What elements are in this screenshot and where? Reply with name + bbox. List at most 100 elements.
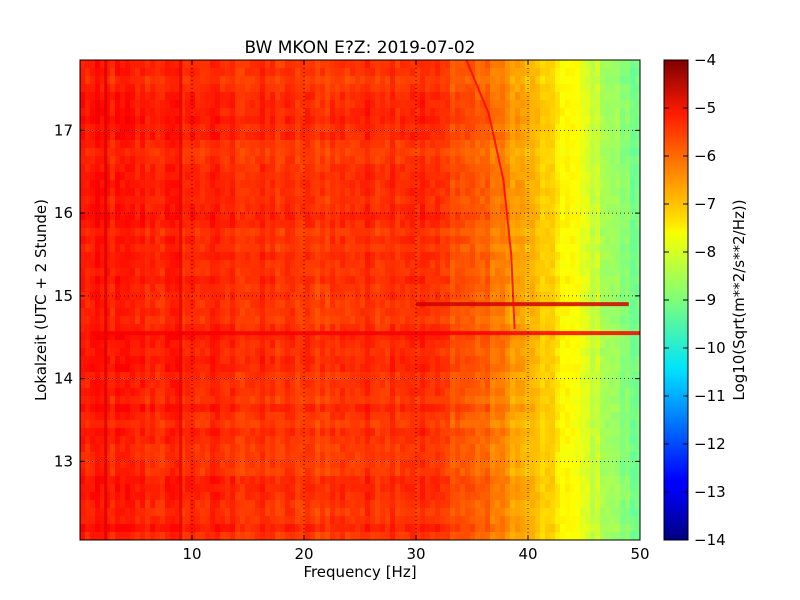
heatmap-cell	[580, 276, 586, 285]
heatmap-cell	[375, 356, 381, 365]
heatmap-cell	[460, 228, 466, 237]
heatmap-cell	[90, 172, 96, 181]
heatmap-cell	[85, 364, 91, 373]
heatmap-cell	[520, 228, 526, 237]
heatmap-cell	[110, 156, 116, 165]
heatmap-cell	[635, 276, 640, 285]
heatmap-cell	[200, 308, 206, 317]
heatmap-cell	[335, 412, 341, 421]
heatmap-cell	[285, 300, 291, 309]
heatmap-cell	[230, 116, 236, 125]
heatmap-cell	[295, 324, 301, 333]
heatmap-cell	[105, 220, 111, 229]
heatmap-cell	[405, 204, 411, 213]
heatmap-cell	[80, 340, 86, 349]
heatmap-cell	[200, 268, 206, 277]
heatmap-cell	[445, 284, 451, 293]
heatmap-cell	[450, 148, 456, 157]
heatmap-cell	[105, 68, 111, 77]
heatmap-cell	[170, 180, 176, 189]
heatmap-cell	[255, 84, 261, 93]
heatmap-cell	[445, 276, 451, 285]
chart-title: BW MKON E?Z: 2019-07-02	[245, 38, 476, 58]
heatmap-cell	[410, 252, 416, 261]
heatmap-cell	[510, 228, 516, 237]
heatmap-cell	[505, 124, 511, 133]
heatmap-cell	[420, 236, 426, 245]
heatmap-cell	[150, 332, 156, 341]
heatmap-cell	[475, 124, 481, 133]
heatmap-cell	[490, 76, 496, 85]
heatmap-cell	[325, 340, 331, 349]
heatmap-cell	[105, 300, 111, 309]
heatmap-cell	[555, 260, 561, 269]
heatmap-cell	[115, 340, 121, 349]
heatmap-cell	[165, 60, 171, 69]
heatmap-cell	[145, 372, 151, 381]
heatmap-cell	[515, 124, 521, 133]
heatmap-cell	[545, 276, 551, 285]
heatmap-cell	[370, 228, 376, 237]
heatmap-cell	[415, 172, 421, 181]
heatmap-cell	[240, 244, 246, 253]
heatmap-cell	[385, 68, 391, 77]
heatmap-cell	[395, 92, 401, 101]
heatmap-cell	[230, 60, 236, 69]
heatmap-cell	[100, 204, 106, 213]
heatmap-cell	[380, 356, 386, 365]
heatmap-cell	[480, 92, 486, 101]
heatmap-cell	[90, 148, 96, 157]
heatmap-cell	[255, 404, 261, 413]
heatmap-cell	[200, 324, 206, 333]
heatmap-cell	[335, 364, 341, 373]
heatmap-cell	[215, 140, 221, 149]
heatmap-cell	[220, 276, 226, 285]
heatmap-cell	[330, 124, 336, 133]
heatmap-cell	[555, 164, 561, 173]
heatmap-cell	[275, 148, 281, 157]
heatmap-cell	[520, 388, 526, 397]
heatmap-cell	[600, 124, 606, 133]
heatmap-cell	[95, 60, 101, 69]
heatmap-cell	[370, 316, 376, 325]
heatmap-cell	[245, 268, 251, 277]
heatmap-cell	[205, 196, 211, 205]
heatmap-cell	[590, 100, 596, 109]
heatmap-cell	[420, 292, 426, 301]
heatmap-cell	[455, 92, 461, 101]
heatmap-cell	[500, 132, 506, 141]
heatmap-cell	[495, 108, 501, 117]
heatmap-cell	[440, 308, 446, 317]
heatmap-cell	[370, 244, 376, 253]
heatmap-cell	[85, 340, 91, 349]
heatmap-cell	[380, 108, 386, 117]
heatmap-cell	[485, 268, 491, 277]
heatmap-cell	[120, 156, 126, 165]
heatmap-cell	[465, 180, 471, 189]
heatmap-cell	[270, 236, 276, 245]
heatmap-cell	[175, 84, 181, 93]
heatmap-cell	[625, 260, 631, 269]
heatmap-cell	[445, 60, 451, 69]
heatmap-cell	[260, 92, 266, 101]
heatmap-cell	[115, 68, 121, 77]
heatmap-cell	[565, 228, 571, 237]
heatmap-cell	[110, 220, 116, 229]
heatmap-cell	[615, 220, 621, 229]
heatmap-cell	[165, 244, 171, 253]
heatmap-cell	[455, 196, 461, 205]
heatmap-cell	[185, 308, 191, 317]
heatmap-cell	[215, 132, 221, 141]
heatmap-cell	[555, 76, 561, 85]
heatmap-cell	[315, 76, 321, 85]
heatmap-cell	[380, 300, 386, 309]
heatmap-cell	[230, 148, 236, 157]
heatmap-cell	[400, 316, 406, 325]
heatmap-cell	[295, 292, 301, 301]
heatmap-cell	[245, 132, 251, 141]
heatmap-cell	[190, 244, 196, 253]
heatmap-cell	[305, 188, 311, 197]
heatmap-cell	[305, 236, 311, 245]
heatmap-cell	[80, 132, 86, 141]
heatmap-cell	[250, 364, 256, 373]
